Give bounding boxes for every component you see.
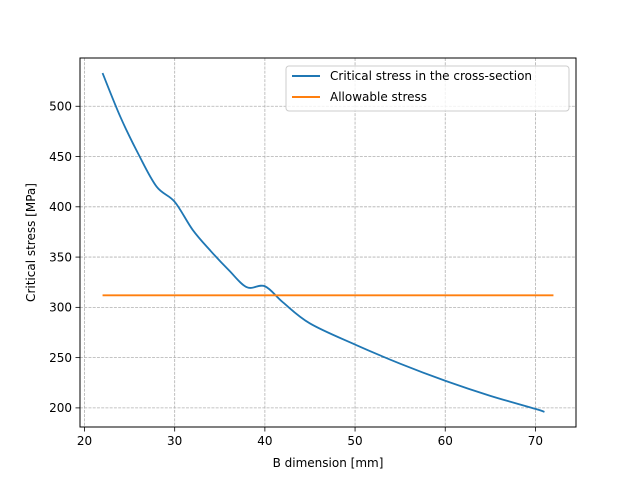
y-tick-label: 500	[49, 100, 72, 114]
y-tick-label: 400	[49, 200, 72, 214]
y-tick-label: 250	[49, 351, 72, 365]
grid	[80, 58, 576, 427]
y-tick-label: 450	[49, 150, 72, 164]
plot-frame	[79, 57, 577, 428]
x-tick-label: 70	[528, 434, 543, 448]
x-tick-label: 40	[257, 434, 272, 448]
x-axis-ticks: 20 30 40 50 60 70	[77, 427, 543, 448]
y-axis-label: Critical stress [MPa]	[24, 183, 38, 302]
series-line-critical-stress	[101, 72, 545, 413]
legend-entry-critical-stress: Critical stress in the cross-section	[330, 69, 532, 83]
series-lines	[101, 72, 554, 413]
x-tick-label: 30	[167, 434, 182, 448]
x-tick-label: 20	[77, 434, 92, 448]
y-tick-label: 200	[49, 401, 72, 415]
x-tick-label: 50	[347, 434, 362, 448]
legend: Critical stress in the cross-section All…	[285, 65, 570, 112]
legend-box	[285, 65, 570, 112]
y-tick-label: 300	[49, 301, 72, 315]
y-tick-label: 350	[49, 250, 72, 264]
y-axis-ticks: 200 250 300 350 400 450 500	[49, 100, 80, 415]
x-axis-label: B dimension [mm]	[273, 456, 384, 470]
x-tick-label: 60	[438, 434, 453, 448]
legend-entry-allowable-stress: Allowable stress	[330, 90, 427, 104]
